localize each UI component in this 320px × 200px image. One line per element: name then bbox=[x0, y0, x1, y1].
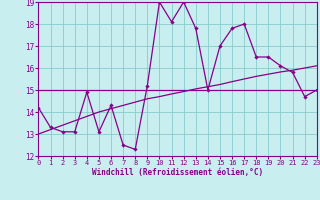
X-axis label: Windchill (Refroidissement éolien,°C): Windchill (Refroidissement éolien,°C) bbox=[92, 168, 263, 177]
